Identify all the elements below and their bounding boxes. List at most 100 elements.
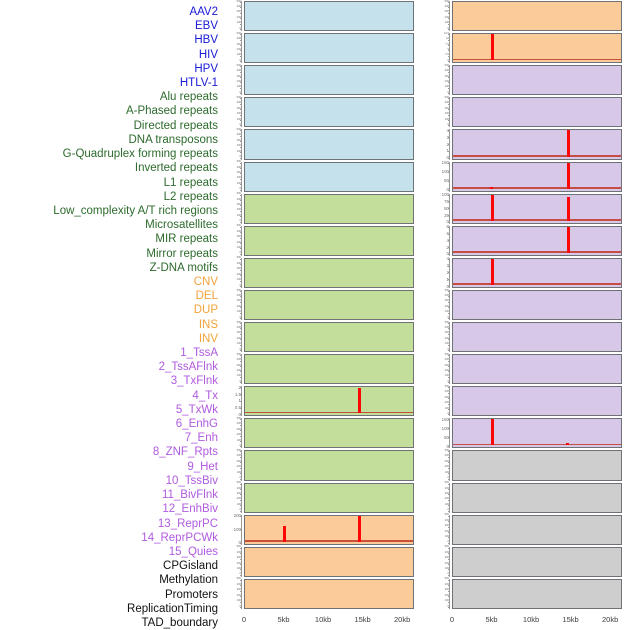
y-tick-mark	[448, 574, 450, 576]
track-plot-box	[452, 450, 622, 481]
y-tick-mark	[240, 12, 242, 14]
y-tick-label: 400	[444, 518, 449, 522]
coverage-spike	[491, 194, 495, 221]
y-axis-spine	[449, 65, 450, 96]
y-tick-label: 300	[236, 267, 241, 271]
coverage-spike	[567, 196, 571, 221]
y-tick-label: 100	[444, 374, 449, 378]
y-tick-mark	[448, 365, 450, 367]
y-tick-mark	[240, 269, 242, 271]
y-tick-mark	[240, 125, 242, 127]
y-tick-label: 0	[240, 123, 241, 127]
y-tick-mark	[240, 407, 242, 409]
y-tick-label: 500	[444, 63, 449, 67]
track-plot-box	[244, 482, 414, 513]
row-label-hbv: HBV	[194, 34, 218, 47]
y-tick-mark	[240, 44, 242, 46]
y-tick-mark	[240, 328, 242, 330]
y-tick-label: 100	[444, 567, 449, 571]
y-tick-label: 500	[236, 577, 241, 581]
y-tick-mark	[448, 553, 450, 555]
y-tick-mark	[448, 521, 450, 523]
y-tick-mark	[448, 360, 450, 362]
track-row: 0 50 100 150	[430, 417, 626, 449]
track-plot-box	[452, 418, 622, 449]
track-plot-box	[244, 97, 414, 128]
y-tick-mark	[448, 376, 450, 378]
y-tick-label: 200	[236, 240, 241, 244]
y-tick-mark	[240, 467, 242, 469]
track-plot-box	[452, 97, 622, 128]
coverage-spike	[358, 387, 362, 414]
y-tick-mark	[240, 547, 242, 549]
y-tick-label: 200	[444, 15, 449, 19]
y-tick-label: 400	[236, 422, 241, 426]
y-tick-label: 0	[240, 91, 241, 95]
y-tick-label: 0	[448, 509, 449, 512]
y-tick-label: 200	[236, 144, 241, 148]
y-axis-spine	[449, 386, 450, 417]
y-axis-spine	[241, 33, 242, 64]
row-label-a-phased-repeats: A-Phased repeats	[125, 105, 218, 118]
y-axis-spine	[449, 578, 450, 609]
coverage-baseline	[245, 540, 413, 542]
y-tick-label: 500	[444, 288, 449, 292]
track-plot-box	[244, 322, 414, 353]
y-tick-mark	[240, 350, 242, 352]
y-tick-label: 300	[444, 299, 449, 303]
track-plot-box	[244, 161, 414, 192]
y-axis-spine	[449, 546, 450, 577]
y-tick-mark	[448, 569, 450, 571]
y-tick-label: 2	[447, 270, 449, 275]
y-tick-label: 300	[236, 106, 241, 110]
coverage-baseline	[453, 443, 621, 446]
y-tick-label: 500	[444, 384, 449, 388]
y-tick-label: 200	[444, 593, 449, 597]
y-axis-spine	[241, 65, 242, 96]
track-plot-box	[452, 33, 622, 64]
y-tick-mark	[240, 558, 242, 560]
y-tick-mark	[240, 515, 242, 517]
y-tick-label: 300	[444, 106, 449, 110]
y-tick-mark	[240, 264, 242, 266]
coverage-spike	[567, 162, 571, 189]
y-axis: 0 12 3 4	[430, 128, 450, 160]
y-tick-label: 200	[236, 272, 241, 276]
y-tick-label: 200	[444, 561, 449, 565]
y-tick-mark	[240, 258, 242, 260]
y-tick-label: 0	[240, 509, 241, 512]
y-tick-mark	[448, 564, 450, 566]
y-tick-label: 300	[444, 74, 449, 78]
track-plot-box	[452, 578, 622, 609]
row-label-l1-repeats: L1 repeats	[163, 176, 218, 189]
y-tick-label: 500	[444, 481, 449, 485]
y-tick-mark	[240, 82, 242, 84]
y-tick-mark	[448, 137, 450, 139]
y-tick-label: 0	[240, 59, 241, 63]
y-tick-label: 400	[444, 69, 449, 73]
y-tick-mark	[240, 114, 242, 116]
y-tick-label: 0	[239, 412, 241, 417]
y-tick-label: 200	[444, 529, 449, 533]
y-tick-label: 500	[444, 545, 449, 549]
y-tick-mark	[240, 248, 242, 250]
y-tick-mark	[240, 301, 242, 303]
y-tick-mark	[240, 499, 242, 501]
y-tick-mark	[240, 579, 242, 581]
y-tick-label: 200	[236, 497, 241, 501]
